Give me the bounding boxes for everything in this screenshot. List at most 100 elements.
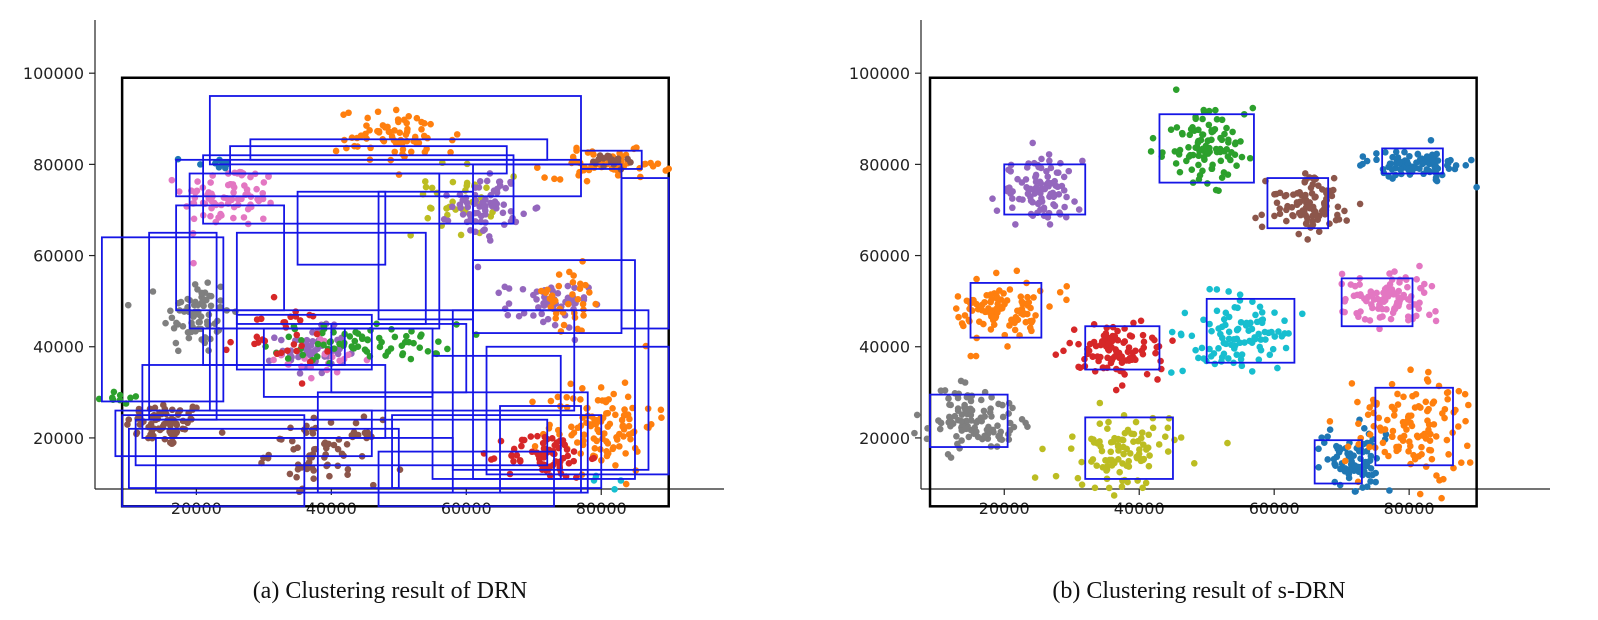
scatter-point bbox=[149, 288, 157, 295]
scatter-point bbox=[1129, 349, 1137, 357]
scatter-point bbox=[1237, 318, 1245, 326]
scatter-point bbox=[255, 197, 263, 205]
y-tick-label: 20000 bbox=[859, 429, 910, 448]
scatter-point bbox=[952, 305, 960, 312]
scatter-point bbox=[1056, 288, 1064, 296]
scatter-point bbox=[1300, 208, 1308, 216]
x-tick-label: 60000 bbox=[441, 499, 492, 518]
scatter-point bbox=[1246, 154, 1254, 162]
scatter-point bbox=[583, 405, 590, 412]
scatter-point bbox=[1298, 310, 1306, 318]
scatter-point bbox=[1312, 208, 1319, 216]
scatter-point bbox=[459, 211, 467, 218]
scatter-point bbox=[1125, 457, 1133, 465]
scatter-point bbox=[1225, 355, 1232, 362]
scatter-point bbox=[1183, 157, 1190, 165]
scatter-point bbox=[968, 392, 976, 400]
scatter-point bbox=[1355, 420, 1362, 427]
scatter-point bbox=[1331, 461, 1339, 469]
scatter-point bbox=[198, 289, 205, 297]
scatter-point bbox=[1361, 461, 1369, 469]
scatter-point bbox=[612, 411, 619, 419]
scatter-point bbox=[1372, 469, 1379, 477]
scatter-point bbox=[1070, 326, 1078, 333]
cluster-box bbox=[451, 309, 650, 471]
scatter-point bbox=[1271, 309, 1278, 316]
scatter-point bbox=[913, 411, 921, 419]
scatter-point bbox=[1035, 163, 1042, 171]
scatter-point bbox=[964, 406, 971, 413]
cluster-box bbox=[1340, 277, 1414, 328]
scatter-point bbox=[230, 189, 237, 196]
scatter-point bbox=[218, 429, 226, 436]
scatter-point bbox=[1215, 187, 1222, 194]
scatter-point bbox=[192, 328, 199, 335]
cluster-box bbox=[1266, 177, 1330, 230]
scatter-point bbox=[967, 352, 975, 360]
scatter-point bbox=[1432, 317, 1440, 325]
scatter-point bbox=[587, 422, 595, 430]
scatter-point bbox=[1341, 308, 1348, 316]
scatter-point bbox=[253, 185, 260, 193]
scatter-point bbox=[538, 310, 546, 318]
scatter-point bbox=[1151, 336, 1158, 344]
scatter-point bbox=[1052, 351, 1060, 358]
scatter-point bbox=[1013, 267, 1021, 275]
scatter-point bbox=[573, 439, 581, 446]
scatter-point bbox=[1271, 190, 1278, 198]
scatter-point bbox=[1096, 438, 1103, 445]
scatter-point bbox=[1301, 178, 1309, 186]
scatter-point bbox=[1303, 219, 1310, 227]
scatter-point bbox=[336, 357, 343, 364]
scatter-point bbox=[571, 284, 578, 292]
scatter-point bbox=[288, 437, 296, 445]
scatter-point bbox=[1036, 287, 1044, 295]
scatter-point bbox=[946, 413, 953, 421]
scatter-point bbox=[619, 423, 626, 430]
scatter-point bbox=[1164, 448, 1172, 455]
scatter-point bbox=[579, 385, 586, 392]
scatter-point bbox=[318, 329, 326, 337]
scatter-point bbox=[1061, 203, 1068, 211]
scatter-point bbox=[482, 211, 489, 218]
scatter-point bbox=[1060, 173, 1068, 181]
scatter-point bbox=[958, 437, 965, 444]
cluster-box bbox=[1205, 297, 1296, 364]
scatter-point bbox=[1438, 410, 1446, 417]
scatter-point bbox=[953, 432, 960, 440]
scatter-point bbox=[1063, 193, 1070, 201]
scatter-point bbox=[1433, 472, 1440, 479]
scatter-point bbox=[1427, 136, 1435, 144]
scatter-point bbox=[510, 445, 518, 453]
scatter-point bbox=[993, 295, 1001, 302]
scatter-point bbox=[1282, 344, 1290, 352]
scatter-point bbox=[1432, 433, 1440, 440]
scatter-point bbox=[1248, 368, 1256, 375]
scatter-point bbox=[607, 158, 615, 166]
scatter-point bbox=[1200, 355, 1207, 362]
scatter-point bbox=[1121, 371, 1128, 378]
scatter-point bbox=[963, 417, 970, 425]
scatter-point bbox=[1052, 472, 1060, 480]
scatter-point bbox=[1440, 475, 1447, 483]
scatter-point bbox=[416, 344, 424, 351]
scatter-point bbox=[260, 179, 268, 186]
scatter-point bbox=[1419, 160, 1426, 168]
y-tick-label: 80000 bbox=[33, 155, 84, 174]
cluster-box bbox=[134, 418, 549, 467]
scatter-point bbox=[633, 144, 640, 151]
scatter-point bbox=[1289, 211, 1296, 219]
scatter-point bbox=[426, 204, 434, 212]
scatter-point bbox=[207, 292, 215, 300]
scatter-point bbox=[1430, 421, 1438, 428]
scatter-point bbox=[602, 410, 610, 417]
scatter-point bbox=[594, 397, 602, 404]
scatter-point bbox=[547, 303, 555, 311]
scatter-point bbox=[320, 341, 327, 349]
scatter-point bbox=[1089, 353, 1096, 360]
scatter-point bbox=[474, 263, 482, 271]
scatter-point bbox=[622, 480, 630, 488]
scatter-point bbox=[1367, 465, 1375, 472]
scatter-point bbox=[1130, 319, 1137, 327]
scatter-point bbox=[1276, 189, 1284, 197]
